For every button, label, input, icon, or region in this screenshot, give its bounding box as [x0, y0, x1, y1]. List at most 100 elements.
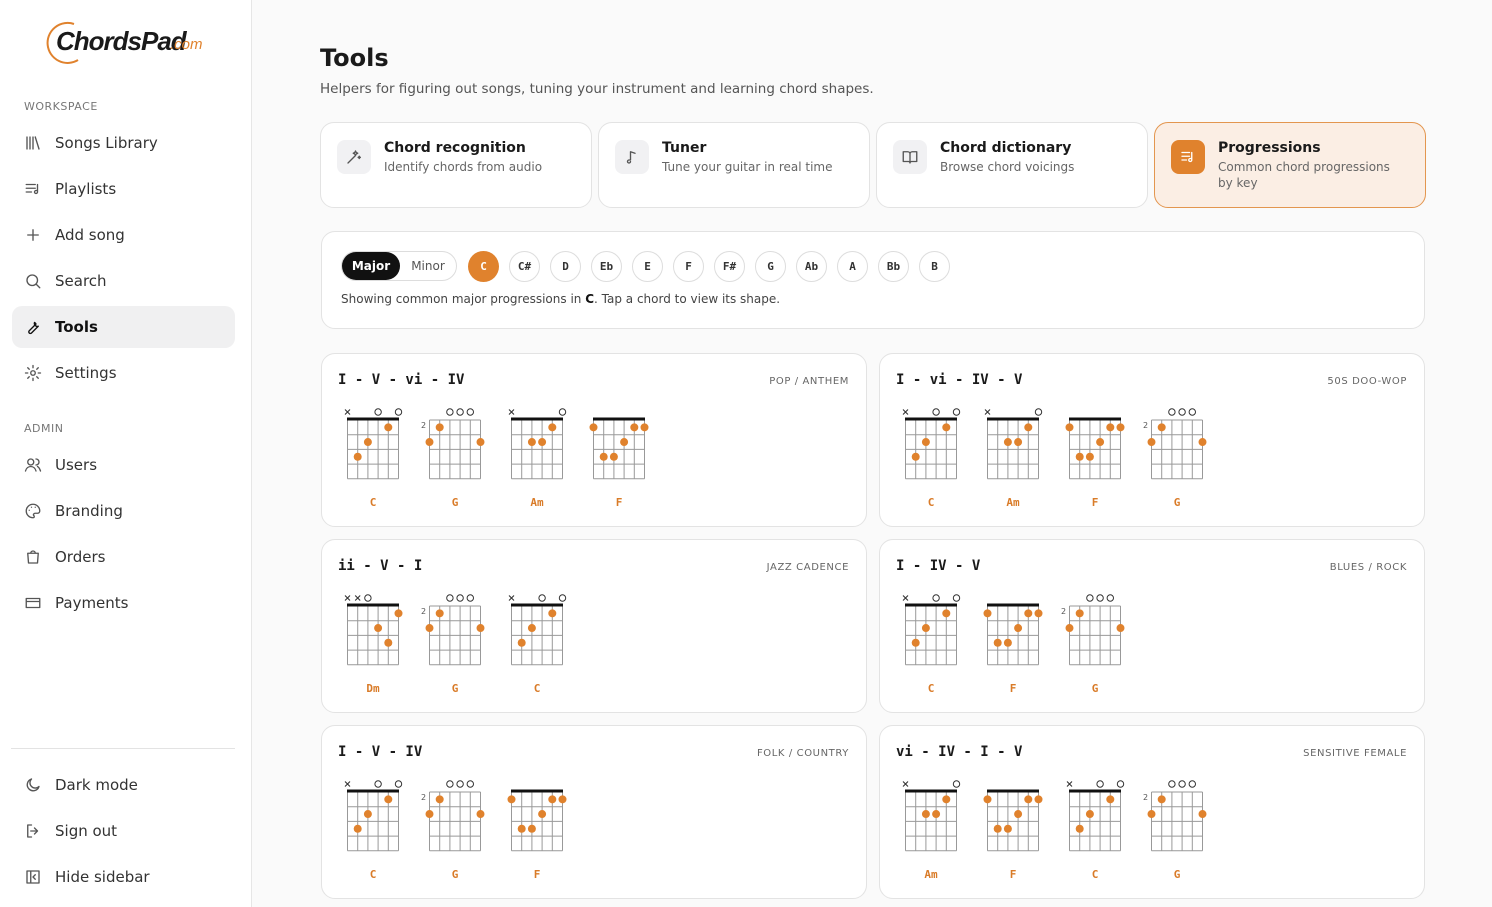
key-button[interactable]: F	[673, 251, 704, 282]
key-button[interactable]: Eb	[591, 251, 622, 282]
key-button[interactable]: A	[837, 251, 868, 282]
finger-dot	[1014, 810, 1023, 819]
tool-card[interactable]: Chord dictionary Browse chord voicings	[876, 122, 1148, 208]
key-button[interactable]: E	[632, 251, 663, 282]
icon-path	[24, 364, 42, 382]
finger-dot	[1024, 423, 1033, 432]
nav-item[interactable]: Settings	[12, 352, 235, 394]
chord-diagram[interactable]: C	[902, 594, 961, 695]
progression-tag: SENSITIVE FEMALE	[1303, 748, 1407, 759]
open-marker	[558, 408, 567, 416]
chord-diagram[interactable]: F	[507, 789, 567, 881]
chord-diagram[interactable]: Am	[984, 408, 1043, 509]
chord-diagram[interactable]: 2G	[1143, 408, 1207, 509]
chord-diagram[interactable]: Am	[902, 780, 961, 881]
chord-diagram[interactable]: C	[508, 594, 567, 695]
chord-name: C	[1092, 868, 1099, 881]
progression-card: I - vi - IV - V 50S DOO-WOP C Am F 2 G	[879, 353, 1425, 527]
finger-dot	[1085, 810, 1094, 819]
info-text: Showing common major progressions in	[341, 292, 586, 306]
open-marker	[1034, 408, 1043, 416]
nav-label: Settings	[55, 364, 117, 382]
chord-diagram[interactable]: 2G	[421, 780, 485, 881]
chord-diagram[interactable]: F	[983, 603, 1043, 695]
tool-title: Chord dictionary	[940, 140, 1072, 156]
key-button[interactable]: G	[755, 251, 786, 282]
tool-card[interactable]: Chord recognition Identify chords from au…	[320, 122, 592, 208]
finger-dot	[1157, 795, 1166, 804]
icon	[25, 183, 39, 195]
nav-item[interactable]: Users	[12, 444, 235, 486]
finger-dot	[993, 824, 1002, 833]
finger-dot	[476, 810, 485, 819]
nav-item[interactable]: Tools	[12, 306, 235, 348]
finger-dot	[1034, 609, 1043, 618]
tool-title: Chord recognition	[384, 140, 526, 156]
chord-diagram[interactable]: F	[1065, 417, 1125, 509]
finger-dot	[1198, 810, 1207, 819]
tool-card[interactable]: Tuner Tune your guitar in real time	[598, 122, 870, 208]
icon-path	[1181, 151, 1193, 163]
nav-item[interactable]: Playlists	[12, 168, 235, 210]
tool-title: Progressions	[1218, 140, 1321, 156]
finger-dot	[363, 810, 372, 819]
chord-diagram[interactable]: C	[344, 408, 403, 509]
open-marker	[1106, 594, 1115, 602]
progression-tag: POP / ANTHEM	[769, 376, 849, 387]
chord-name: C	[370, 868, 377, 881]
logo[interactable]: ChordsPad .com	[44, 20, 214, 66]
key-button[interactable]: Ab	[796, 251, 827, 282]
chord-name: Dm	[366, 682, 380, 695]
key-button[interactable]: D	[550, 251, 581, 282]
icon-path	[902, 151, 918, 164]
nav-item[interactable]: Add song	[12, 214, 235, 256]
progression-tag: 50S DOO-WOP	[1327, 376, 1407, 387]
chord-name: F	[1092, 496, 1099, 509]
nav-item[interactable]: Orders	[12, 536, 235, 578]
tool-card[interactable]: Progressions Common chord progressions by…	[1154, 122, 1426, 208]
icon	[1181, 151, 1193, 163]
chord-diagram[interactable]: C	[344, 780, 403, 881]
tool-title: Tuner	[662, 140, 707, 156]
nav-item[interactable]: Dark mode	[12, 764, 235, 806]
finger-dot	[942, 423, 951, 432]
finger-dot	[1157, 423, 1166, 432]
nav-item[interactable]: Sign out	[12, 810, 235, 852]
nav-item[interactable]: Payments	[12, 582, 235, 624]
finger-dot	[507, 795, 516, 804]
open-marker	[952, 780, 961, 788]
finger-dot	[374, 624, 383, 633]
key-button[interactable]: F#	[714, 251, 745, 282]
chord-diagram[interactable]: Dm	[344, 594, 403, 695]
chord-diagram[interactable]: 2G	[421, 594, 485, 695]
chord-diagram[interactable]: 2G	[421, 408, 485, 509]
key-button[interactable]: C#	[509, 251, 540, 282]
chord-diagram[interactable]: F	[589, 417, 649, 509]
finger-dot	[1085, 452, 1094, 461]
nav-item[interactable]: Branding	[12, 490, 235, 532]
chord-diagram[interactable]: C	[1066, 780, 1125, 881]
chord-diagrams: C2G Am F	[344, 408, 649, 509]
key-button[interactable]: B	[919, 251, 950, 282]
key-button[interactable]: Bb	[878, 251, 909, 282]
chord-diagram[interactable]: 2G	[1061, 594, 1125, 695]
base-fret: 2	[421, 793, 426, 802]
open-marker	[1086, 594, 1094, 602]
chord-diagram[interactable]: 2G	[1143, 780, 1207, 881]
mode-button[interactable]: Minor	[411, 259, 445, 273]
finger-dot	[1003, 824, 1012, 833]
open-marker	[364, 594, 372, 602]
chord-diagram[interactable]: F	[983, 789, 1043, 881]
chord-name: G	[452, 868, 459, 881]
nav-item[interactable]: Search	[12, 260, 235, 302]
nav-item[interactable]: Songs Library	[12, 122, 235, 164]
open-marker	[932, 594, 940, 602]
key-button[interactable]: C	[468, 251, 499, 282]
finger-dot	[1034, 795, 1043, 804]
mode-button[interactable]: Major	[342, 252, 400, 280]
chord-diagram[interactable]: C	[902, 408, 961, 509]
finger-dot	[942, 795, 951, 804]
finger-dot	[1003, 438, 1012, 447]
nav-item[interactable]: Hide sidebar	[12, 856, 235, 898]
chord-diagram[interactable]: Am	[508, 408, 567, 509]
